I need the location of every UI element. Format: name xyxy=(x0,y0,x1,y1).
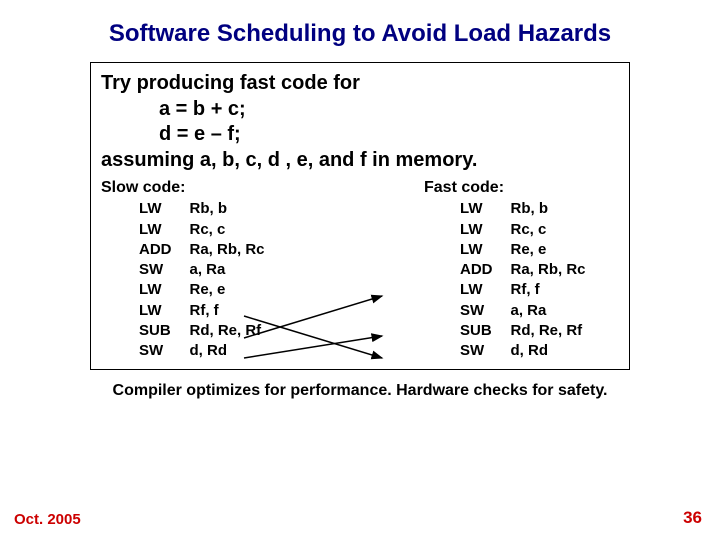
table-row: SWa, Ra xyxy=(139,260,283,280)
table-row: LWRe, e xyxy=(139,280,283,300)
intro-line3: d = e – f; xyxy=(101,122,619,148)
table-row: LWRf, f xyxy=(139,301,283,321)
table-row: LWRc, c xyxy=(460,220,604,240)
table-row: ADDRa, Rb, Rc xyxy=(460,260,604,280)
table-row: LWRc, c xyxy=(139,220,283,240)
table-row: LWRf, f xyxy=(460,280,604,300)
intro-line1: Try producing fast code for xyxy=(101,71,619,97)
content-box: Try producing fast code for a = b + c; d… xyxy=(90,62,630,370)
intro-block: Try producing fast code for a = b + c; d… xyxy=(101,71,619,173)
table-row: LWRe, e xyxy=(460,240,604,260)
caption: Compiler optimizes for performance. Hard… xyxy=(0,382,720,400)
footer-date: Oct. 2005 xyxy=(14,511,81,528)
footer-page: 36 xyxy=(683,508,702,528)
table-row: LWRb, b xyxy=(460,199,604,219)
table-row: SUBRd, Re, Rf xyxy=(139,321,283,341)
table-row: SWd, Rd xyxy=(139,341,283,361)
slow-code-table: LWRb, b LWRc, c ADDRa, Rb, Rc SWa, Ra LW… xyxy=(139,199,283,361)
slow-code-column: Slow code: LWRb, b LWRc, c ADDRa, Rb, Rc… xyxy=(101,179,360,361)
table-row: LWRb, b xyxy=(139,199,283,219)
table-row: SWa, Ra xyxy=(460,301,604,321)
code-columns: Slow code: LWRb, b LWRc, c ADDRa, Rb, Rc… xyxy=(101,179,619,361)
table-row: SWd, Rd xyxy=(460,341,604,361)
fast-code-column: Fast code: LWRb, b LWRc, c LWRe, e ADDRa… xyxy=(360,179,619,361)
slide-title: Software Scheduling to Avoid Load Hazard… xyxy=(0,0,720,62)
intro-line4: assuming a, b, c, d , e, and f in memory… xyxy=(101,148,619,174)
intro-line2: a = b + c; xyxy=(101,97,619,123)
fast-header: Fast code: xyxy=(360,179,619,197)
table-row: SUBRd, Re, Rf xyxy=(460,321,604,341)
table-row: ADDRa, Rb, Rc xyxy=(139,240,283,260)
slow-header: Slow code: xyxy=(101,179,360,197)
fast-code-table: LWRb, b LWRc, c LWRe, e ADDRa, Rb, Rc LW… xyxy=(460,199,604,361)
